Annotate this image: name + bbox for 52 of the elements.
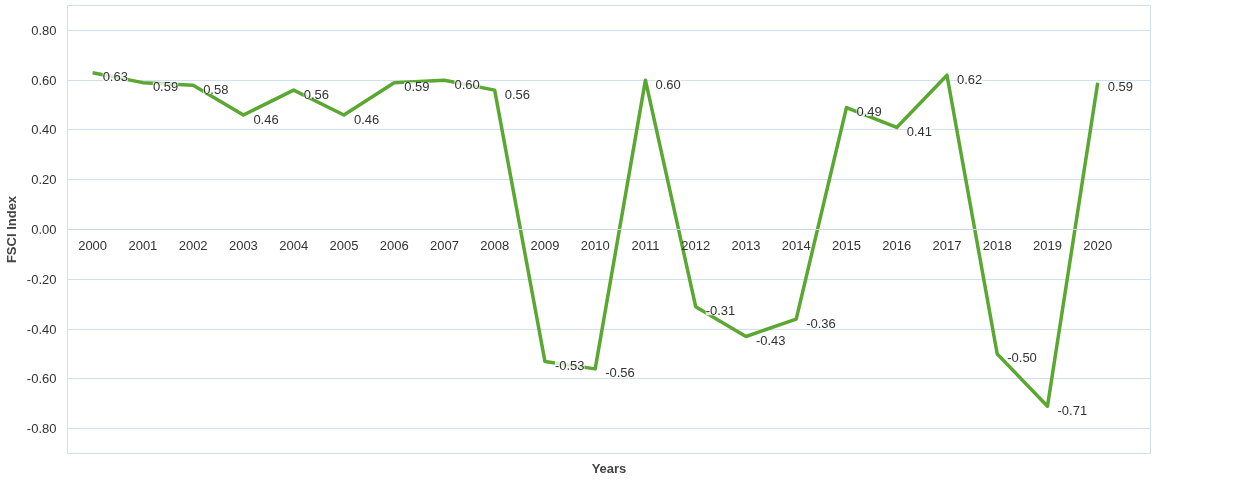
y-tick-label: 0.20 — [31, 172, 57, 188]
x-tick-label: 2018 — [982, 237, 1012, 253]
x-axis-title: Years — [591, 460, 627, 476]
x-tick-label: 2006 — [379, 237, 409, 253]
text: 0.60 — [454, 76, 480, 92]
y-tick-label: 0.00 — [31, 222, 57, 237]
text: 0.59 — [404, 79, 430, 95]
text: -0.36 — [806, 315, 836, 331]
y-axis-title: FSCI Index — [3, 195, 19, 264]
x-tick-label: 2019 — [1033, 237, 1062, 253]
x-tick-label: 2009 — [530, 237, 560, 253]
x-tick-label: 2015 — [832, 237, 861, 253]
text: 0.56 — [303, 86, 329, 102]
x-tick-label: 2017 — [932, 237, 962, 253]
text: -0.31 — [705, 303, 736, 319]
text: -0.56 — [605, 365, 635, 381]
x-tick-label: 2014 — [781, 237, 811, 253]
text: 0.62 — [956, 71, 983, 87]
x-tick-label: 2010 — [580, 237, 610, 253]
text: -0.53 — [554, 357, 585, 373]
x-tick-label: 2001 — [128, 237, 158, 253]
text: 0.56 — [504, 86, 530, 102]
text: -0.43 — [755, 333, 786, 349]
y-tick-label: 0.60 — [31, 72, 57, 88]
y-tick-label: -0.40 — [26, 321, 57, 337]
text: -0.50 — [1007, 350, 1037, 366]
text: 0.58 — [203, 81, 229, 97]
text: 0.49 — [856, 104, 882, 120]
y-tick-label: 0.80 — [31, 22, 57, 38]
x-tick-label: 2011 — [631, 237, 660, 253]
text: 0.41 — [906, 123, 933, 139]
text: 0.60 — [655, 76, 681, 92]
text: 0.46 — [253, 111, 279, 127]
x-tick-label: 2008 — [480, 237, 510, 253]
x-tick-label: 2003 — [228, 237, 258, 253]
x-tick-label: 2002 — [178, 237, 208, 253]
text: 0.46 — [353, 111, 380, 127]
text: 0.59 — [152, 79, 179, 95]
x-tick-label: 2013 — [731, 237, 761, 253]
text: -0.71 — [1057, 402, 1088, 418]
x-tick-label: 2020 — [1083, 237, 1113, 253]
x-tick-label: 2005 — [329, 237, 359, 253]
x-tick-label: 2007 — [429, 237, 459, 253]
y-tick-label: -0.80 — [26, 421, 57, 437]
y-tick-label: -0.20 — [26, 271, 57, 287]
text: 0.59 — [1107, 79, 1134, 95]
text: 0.63 — [102, 69, 128, 85]
x-tick-label: 2004 — [279, 237, 309, 253]
x-tick-label: 2016 — [882, 237, 912, 253]
y-tick-label: -0.60 — [26, 371, 57, 387]
y-tick-label: 0.40 — [31, 122, 57, 138]
x-tick-label: 2000 — [78, 237, 108, 253]
